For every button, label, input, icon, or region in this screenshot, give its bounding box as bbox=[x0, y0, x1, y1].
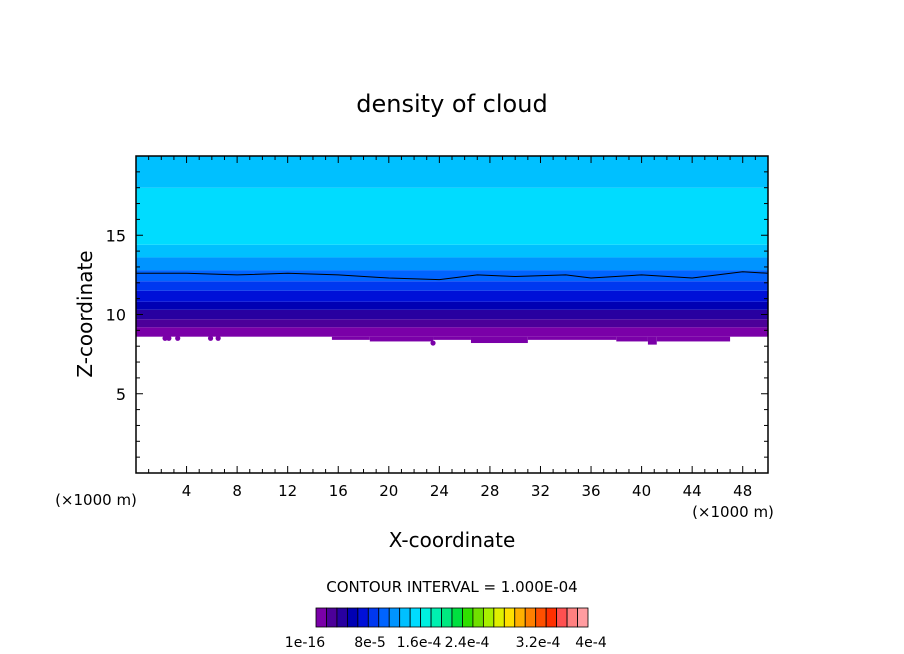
colorbar-swatch bbox=[524, 607, 537, 628]
cloud-speck-4 bbox=[215, 335, 221, 341]
colorbar-swatch bbox=[462, 607, 474, 628]
cloud-base-bump-4 bbox=[527, 336, 617, 340]
colorbar-tick-label: 4e-4 bbox=[575, 635, 607, 651]
contour-line bbox=[136, 271, 769, 281]
y-axis-label: Z-coordinate bbox=[73, 250, 97, 377]
cloud-base-bump-2 bbox=[433, 336, 471, 340]
colorbar-swatch bbox=[566, 607, 578, 628]
cloud-speck-0 bbox=[162, 335, 168, 341]
x-tick-label: 8 bbox=[232, 482, 242, 500]
colorbar-swatch bbox=[482, 607, 495, 628]
colorbar: 1e-16 8e-5 1.6e-4 2.4e-4 3.2e-4 4e-4 bbox=[285, 607, 607, 651]
colorbar-tick-label: 1.6e-4 bbox=[397, 635, 442, 651]
x-tick-label: 24 bbox=[430, 482, 449, 500]
contour-band-9 bbox=[136, 187, 768, 245]
contour-band-5 bbox=[136, 281, 768, 291]
contour-band-4 bbox=[136, 290, 768, 302]
x-tick-label: 20 bbox=[379, 482, 398, 500]
cloud-speck-2 bbox=[175, 335, 181, 341]
colorbar-swatch bbox=[315, 607, 327, 628]
colorbar-swatch bbox=[357, 607, 369, 628]
cloud-base-bump-7 bbox=[656, 336, 731, 342]
colorbar-swatch bbox=[409, 607, 422, 628]
cloud-speck-5 bbox=[430, 340, 436, 346]
colorbar-swatch bbox=[430, 607, 442, 628]
colorbar-tick-label: 2.4e-4 bbox=[445, 635, 490, 651]
colorbar-swatch bbox=[493, 607, 505, 628]
x-tick-label: 16 bbox=[329, 482, 348, 500]
x-tick-label: 40 bbox=[632, 482, 651, 500]
cloud-base-bump-3 bbox=[470, 336, 528, 344]
colorbar-swatch bbox=[399, 607, 411, 628]
contour-band-7 bbox=[136, 257, 768, 271]
cloud-base-bump-1 bbox=[369, 336, 434, 342]
colorbar-swatch bbox=[367, 607, 380, 628]
colorbar-tick-label: 3.2e-4 bbox=[516, 635, 561, 651]
x-tick-label: 36 bbox=[581, 482, 600, 500]
colorbar-swatch bbox=[451, 607, 463, 628]
colorbar-swatch bbox=[420, 607, 432, 628]
cloud-speck-3 bbox=[207, 335, 214, 341]
cloud-speck-1 bbox=[166, 335, 172, 341]
x-tick-label: 48 bbox=[733, 482, 752, 500]
cloud-base-bump-6 bbox=[647, 336, 657, 345]
x-axis-label: X-coordinate bbox=[389, 528, 516, 552]
y-tick-label: 15 bbox=[106, 226, 126, 245]
contour-lines bbox=[136, 271, 769, 281]
colorbar-swatch bbox=[577, 607, 589, 628]
cloud-base-bump-0 bbox=[331, 336, 370, 340]
y-tick-label: 10 bbox=[106, 306, 126, 325]
contour-band-0 bbox=[136, 327, 768, 337]
contour-band-1 bbox=[136, 319, 768, 328]
x-tick-label: 44 bbox=[683, 482, 702, 500]
x-tick-label: 4 bbox=[182, 482, 192, 500]
colorbar-swatch bbox=[378, 607, 390, 628]
colorbar-swatch bbox=[472, 607, 484, 628]
colorbar-swatch bbox=[388, 607, 401, 628]
chart-title: density of cloud bbox=[356, 90, 547, 118]
colorbar-swatch bbox=[514, 607, 526, 628]
colorbar-swatch bbox=[535, 607, 547, 628]
colorbar-tick-label: 8e-5 bbox=[354, 635, 385, 651]
colorbar-swatch bbox=[503, 607, 516, 628]
colorbar-swatch bbox=[556, 607, 568, 628]
x-tick-label: 32 bbox=[531, 482, 550, 500]
colorbar-swatch bbox=[346, 607, 359, 628]
colorbar-swatch bbox=[326, 607, 338, 628]
contour-band-8 bbox=[136, 244, 768, 258]
x-tick-label: 28 bbox=[480, 482, 499, 500]
x-unit-label-right: (×1000 m) bbox=[692, 503, 774, 521]
colorbar-swatch bbox=[336, 607, 348, 628]
contour-band-10 bbox=[136, 156, 768, 188]
colorbar-swatch bbox=[545, 607, 558, 628]
contour-band-3 bbox=[136, 301, 768, 310]
plot-area bbox=[136, 156, 768, 346]
x-unit-label-left: (×1000 m) bbox=[55, 491, 137, 509]
colorbar-swatch bbox=[441, 607, 453, 628]
contour-band-2 bbox=[136, 309, 768, 320]
y-tick-label: 5 bbox=[116, 385, 126, 404]
contour-interval-text: CONTOUR INTERVAL = 1.000E-04 bbox=[326, 578, 577, 596]
colorbar-tick-label: 1e-16 bbox=[285, 635, 325, 651]
contour-band-6 bbox=[136, 270, 768, 282]
cloud-base-bump-5 bbox=[616, 336, 648, 342]
x-tick-label: 12 bbox=[278, 482, 297, 500]
